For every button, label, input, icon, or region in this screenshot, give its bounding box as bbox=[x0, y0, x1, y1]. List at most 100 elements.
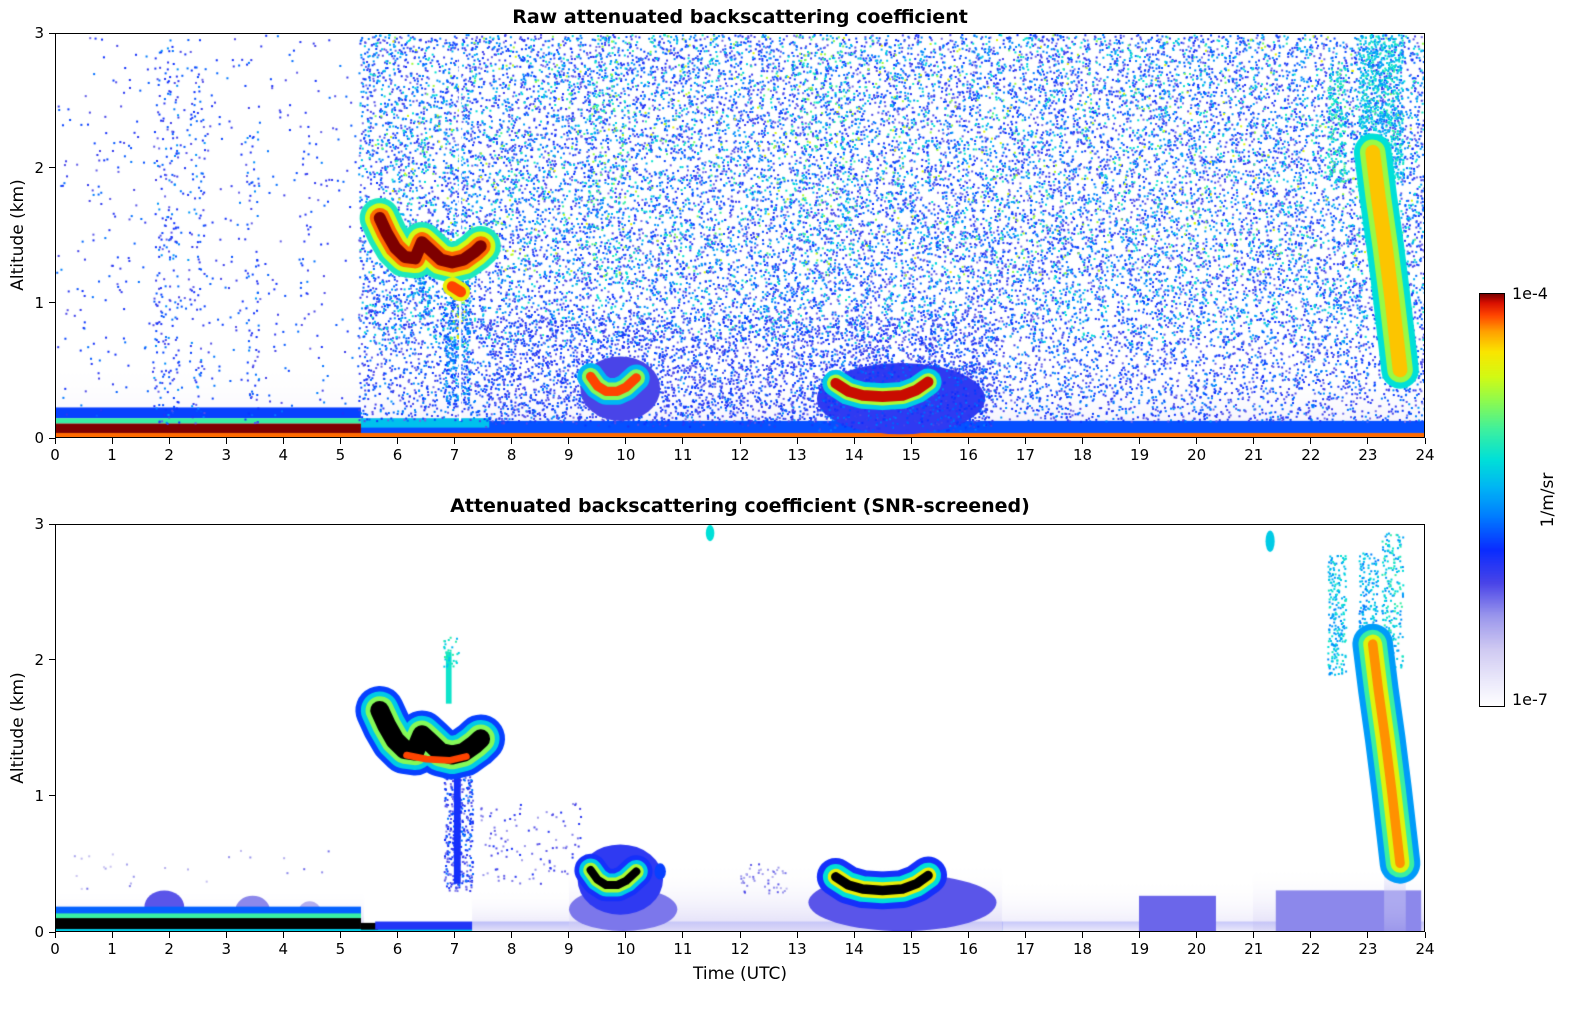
x-tick-label: 19 bbox=[1130, 446, 1150, 464]
x-tick-label: 16 bbox=[958, 446, 978, 464]
bottom-y-axis-label: Altitude (km) bbox=[8, 672, 28, 784]
bottom-plot bbox=[55, 524, 1425, 932]
x-tick-label: 18 bbox=[1072, 940, 1093, 958]
y-tick-label: 3 bbox=[34, 24, 44, 42]
top-x-tickmarks bbox=[54, 438, 1426, 444]
x-tick-label: 6 bbox=[392, 446, 403, 464]
x-tick-label: 21 bbox=[1244, 940, 1264, 958]
top-y-axis-label: Altitude (km) bbox=[8, 179, 28, 291]
x-tickmark bbox=[910, 932, 912, 938]
x-tickmark bbox=[1024, 438, 1026, 444]
x-tickmark bbox=[967, 932, 969, 938]
bottom-x-tick-labels: 0 1 2 3 4 5 6 7 8 9 10 11 12 13 14 15 16 17 18 19 20 21 22 23 24 bbox=[50, 940, 1434, 960]
x-tickmark bbox=[682, 932, 684, 938]
x-tickmark bbox=[111, 932, 113, 938]
x-tick-label: 7 bbox=[449, 446, 460, 464]
x-tick-label: 9 bbox=[563, 940, 574, 958]
x-tick-label: 12 bbox=[730, 446, 750, 464]
x-tickmark bbox=[1367, 438, 1369, 444]
x-tickmark bbox=[853, 438, 855, 444]
x-tick-label: 19 bbox=[1130, 940, 1150, 958]
x-tick-label: 4 bbox=[278, 446, 289, 464]
x-tickmark bbox=[454, 932, 456, 938]
x-tickmark bbox=[1310, 932, 1312, 938]
top-y-tick-labels: 0 1 2 3 bbox=[10, 24, 46, 447]
x-tick-label: 6 bbox=[392, 940, 403, 958]
y-tickmark bbox=[49, 795, 55, 797]
x-tick-label: 20 bbox=[1187, 446, 1207, 464]
y-tickmark bbox=[49, 302, 55, 304]
x-tickmark bbox=[1367, 932, 1369, 938]
x-tickmark bbox=[111, 438, 113, 444]
top-heatmap-canvas bbox=[56, 34, 1424, 437]
bottom-plot-title: Attenuated backscattering coefficient (S… bbox=[450, 495, 1030, 517]
x-tickmark bbox=[1082, 438, 1083, 444]
x-tickmark bbox=[739, 438, 741, 444]
x-tickmark bbox=[397, 438, 398, 444]
x-tickmark bbox=[739, 932, 741, 938]
x-tickmark bbox=[225, 932, 227, 938]
x-tick-label: 9 bbox=[563, 446, 574, 464]
x-tick-label: 20 bbox=[1187, 940, 1207, 958]
x-tickmark bbox=[796, 932, 798, 938]
x-tick-label: 2 bbox=[164, 446, 174, 464]
x-tick-label: 22 bbox=[1301, 446, 1321, 464]
x-tick-label: 14 bbox=[844, 446, 864, 464]
top-x-tick-labels: 0 1 2 3 4 5 6 7 8 9 10 11 12 13 14 15 16 17 18 19 20 21 22 23 24 bbox=[50, 446, 1434, 466]
x-tick-label: 21 bbox=[1244, 446, 1264, 464]
x-tick-label: 10 bbox=[616, 940, 636, 958]
x-tick-label: 0 bbox=[50, 446, 60, 464]
x-tick-label: 13 bbox=[787, 940, 807, 958]
bottom-y-tickmarks bbox=[49, 523, 55, 933]
x-tickmark bbox=[1253, 438, 1255, 444]
x-tick-label: 14 bbox=[844, 940, 864, 958]
x-tick-label: 17 bbox=[1015, 940, 1035, 958]
x-tick-label: 0 bbox=[50, 940, 60, 958]
y-tick-label: 1 bbox=[34, 293, 44, 312]
x-tickmark bbox=[282, 438, 284, 444]
x-tick-label: 13 bbox=[787, 446, 807, 464]
x-tick-label: 8 bbox=[506, 446, 517, 464]
x-tickmark bbox=[568, 932, 570, 938]
x-tick-label: 22 bbox=[1301, 940, 1321, 958]
x-tickmark bbox=[1139, 932, 1141, 938]
y-tickmark bbox=[49, 167, 55, 169]
x-tickmark bbox=[54, 932, 56, 938]
y-tick-label: 2 bbox=[34, 650, 44, 669]
x-tick-label: 17 bbox=[1015, 446, 1035, 464]
x-tickmark bbox=[339, 438, 341, 444]
x-tickmark bbox=[397, 932, 398, 938]
x-tickmark bbox=[339, 932, 341, 938]
x-tick-label: 11 bbox=[673, 446, 693, 464]
x-tick-label: 1 bbox=[107, 940, 117, 958]
x-tickmark bbox=[1424, 932, 1426, 938]
x-tickmark bbox=[168, 932, 170, 938]
y-tick-label: 0 bbox=[34, 923, 44, 941]
colorbar bbox=[1479, 293, 1505, 707]
colorbar-min-label: 1e-7 bbox=[1512, 690, 1548, 709]
x-tickmark bbox=[1424, 438, 1426, 444]
x-tickmark bbox=[1139, 438, 1141, 444]
x-tick-label: 23 bbox=[1358, 940, 1378, 958]
x-tick-label: 15 bbox=[901, 940, 921, 958]
bottom-heatmap-canvas bbox=[56, 525, 1424, 931]
time-axis-label: Time (UTC) bbox=[693, 964, 787, 984]
x-tickmark bbox=[1082, 932, 1083, 938]
y-tickmark bbox=[49, 931, 55, 933]
x-tickmark bbox=[282, 932, 284, 938]
x-tick-label: 15 bbox=[901, 446, 921, 464]
x-tickmark bbox=[853, 932, 855, 938]
x-tickmark bbox=[168, 438, 170, 444]
y-tick-label: 0 bbox=[34, 429, 44, 447]
x-tickmark bbox=[682, 438, 684, 444]
x-tickmark bbox=[1253, 932, 1255, 938]
x-tickmark bbox=[225, 438, 227, 444]
bottom-x-tickmarks bbox=[54, 932, 1426, 938]
x-tick-label: 12 bbox=[730, 940, 750, 958]
x-tickmark bbox=[511, 438, 513, 444]
x-tick-label: 23 bbox=[1358, 446, 1378, 464]
x-tick-label: 24 bbox=[1415, 446, 1435, 464]
x-tick-label: 5 bbox=[335, 446, 346, 464]
y-tickmark bbox=[49, 437, 55, 439]
